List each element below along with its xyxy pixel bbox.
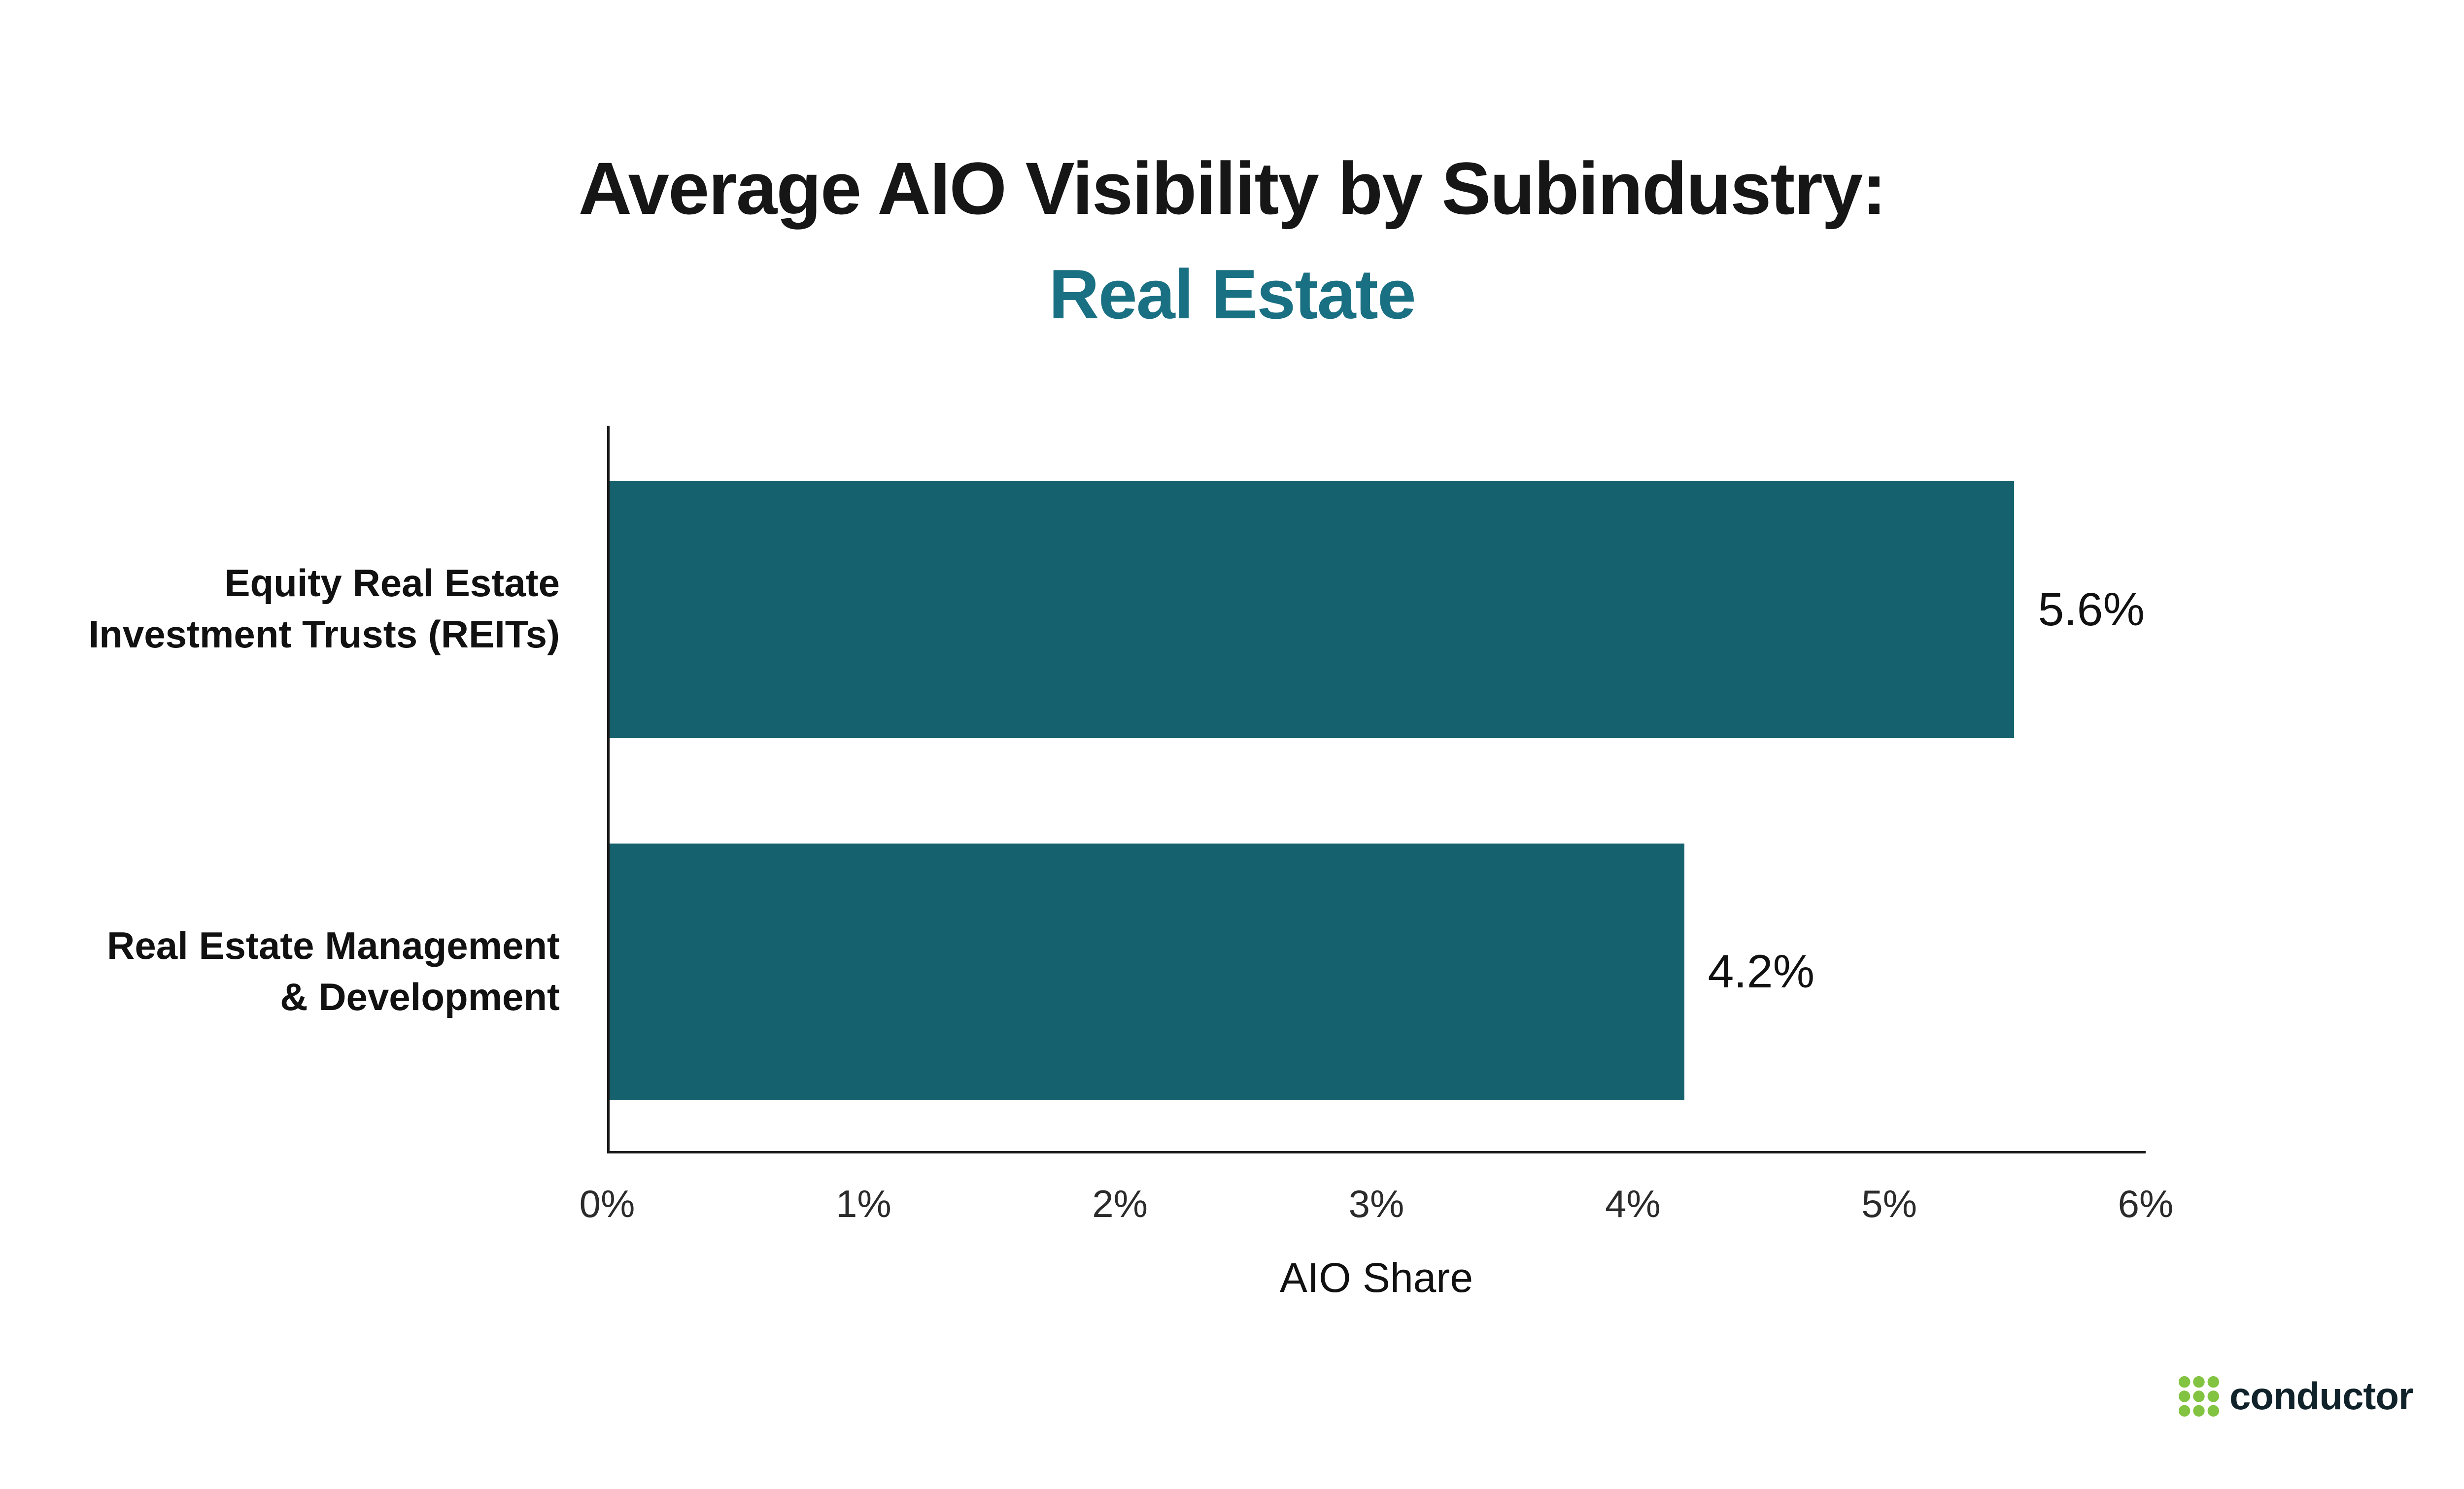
x-axis-line xyxy=(607,1151,2146,1153)
category-label-line: Real Estate Management xyxy=(107,924,560,967)
bar-value-label-reits: 5.6% xyxy=(2038,583,2145,636)
category-label-line: & Development xyxy=(280,975,560,1018)
bar-value-label-management: 4.2% xyxy=(1708,945,1815,998)
bar-management xyxy=(610,844,1684,1100)
x-tick-6: 6% xyxy=(2118,1182,2174,1225)
x-tick-3: 3% xyxy=(1348,1182,1404,1225)
x-tick-2: 2% xyxy=(1092,1182,1148,1225)
bar-row-management: 4.2% xyxy=(610,844,2145,1100)
x-tick-5: 5% xyxy=(1861,1182,1917,1225)
category-label-line: Equity Real Estate xyxy=(224,561,560,605)
x-axis-ticks: 0% 1% 2% 3% 4% 5% 6% xyxy=(580,1182,2174,1231)
x-tick-1: 1% xyxy=(835,1182,891,1225)
category-label-management: Real Estate Management & Development xyxy=(0,920,560,1022)
bar-reits xyxy=(610,481,2015,738)
x-axis-title: AIO Share xyxy=(1279,1254,1473,1301)
conductor-dots-icon xyxy=(2178,1376,2220,1417)
x-tick-0: 0% xyxy=(579,1182,635,1225)
y-axis-line xyxy=(607,426,610,1153)
conductor-logo: conductor xyxy=(2177,1374,2413,1419)
bar-row-reits: 5.6% xyxy=(610,481,2145,738)
page-subtitle: Real Estate xyxy=(1049,255,1416,334)
conductor-wordmark: conductor xyxy=(2229,1374,2413,1418)
category-label-line: Investment Trusts (REITs) xyxy=(88,612,560,656)
page-title: Average AIO Visibility by Subindustry: xyxy=(578,147,1886,230)
x-tick-4: 4% xyxy=(1605,1182,1661,1225)
category-label-reits: Equity Real Estate Investment Trusts (RE… xyxy=(0,558,560,660)
